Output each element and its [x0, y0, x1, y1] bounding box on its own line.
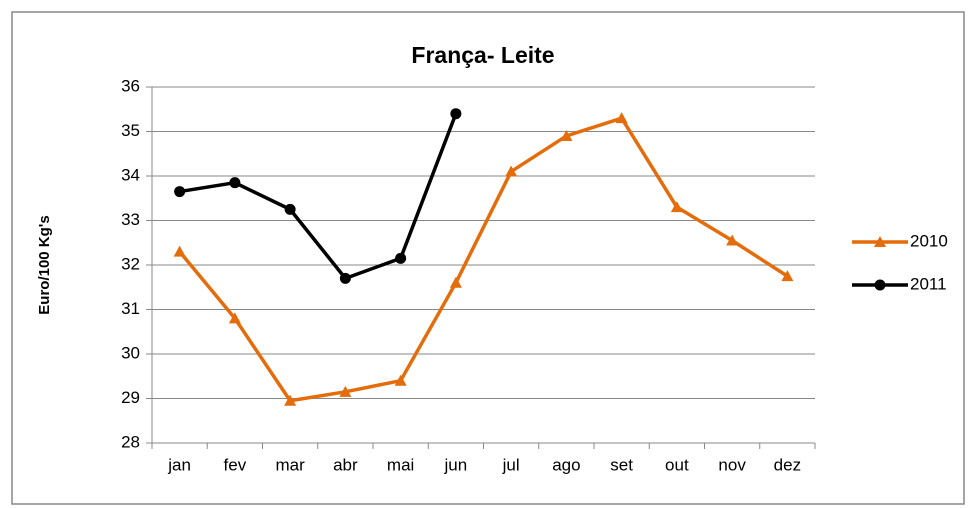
series-line — [179, 113, 458, 281]
data-point — [173, 245, 186, 257]
data-point — [781, 270, 794, 282]
data-point — [284, 203, 296, 215]
x-tick-label: out — [665, 455, 689, 474]
chart-title: França- Leite — [411, 42, 554, 68]
data-point — [284, 394, 297, 406]
data-point — [228, 312, 241, 324]
y-tick-label: 32 — [121, 254, 140, 273]
series-line — [178, 116, 789, 403]
x-tick-label: dez — [774, 455, 801, 474]
x-tick-label: jun — [444, 455, 468, 474]
data-point — [505, 165, 518, 177]
x-tick-label: mai — [387, 455, 414, 474]
legend-marker — [874, 279, 886, 291]
data-point — [339, 385, 352, 397]
x-tick-label: ago — [552, 455, 580, 474]
y-tick-label: 34 — [121, 165, 140, 184]
data-point — [174, 186, 186, 198]
chart-border — [11, 11, 965, 505]
data-point — [726, 234, 739, 246]
x-tick-label: nov — [718, 455, 746, 474]
data-point — [229, 177, 241, 189]
data-point — [449, 276, 462, 288]
legend-label: 2010 — [910, 231, 948, 250]
data-point — [394, 374, 407, 386]
data-point — [615, 112, 628, 124]
y-tick-label: 31 — [121, 299, 140, 318]
legend-marker — [874, 236, 886, 247]
x-tick-label: jan — [167, 455, 191, 474]
data-point — [560, 129, 573, 141]
y-tick-label: 36 — [121, 76, 140, 95]
data-point — [670, 201, 683, 213]
x-tick-label: jul — [502, 455, 520, 474]
y-tick-label: 29 — [121, 388, 140, 407]
x-tick-label: fev — [224, 455, 247, 474]
x-tick-label: mar — [275, 455, 305, 474]
y-tick-label: 35 — [121, 121, 140, 140]
data-point — [339, 272, 351, 284]
y-tick-label: 33 — [121, 210, 140, 229]
data-point — [450, 108, 462, 120]
x-tick-label: set — [610, 455, 633, 474]
y-tick-label: 28 — [121, 432, 140, 451]
x-tick-label: abr — [333, 455, 358, 474]
data-point — [395, 252, 407, 264]
legend-label: 2011 — [910, 274, 947, 293]
y-tick-label: 30 — [121, 343, 140, 362]
y-axis-label: Euro/100 Kg's — [36, 215, 53, 314]
